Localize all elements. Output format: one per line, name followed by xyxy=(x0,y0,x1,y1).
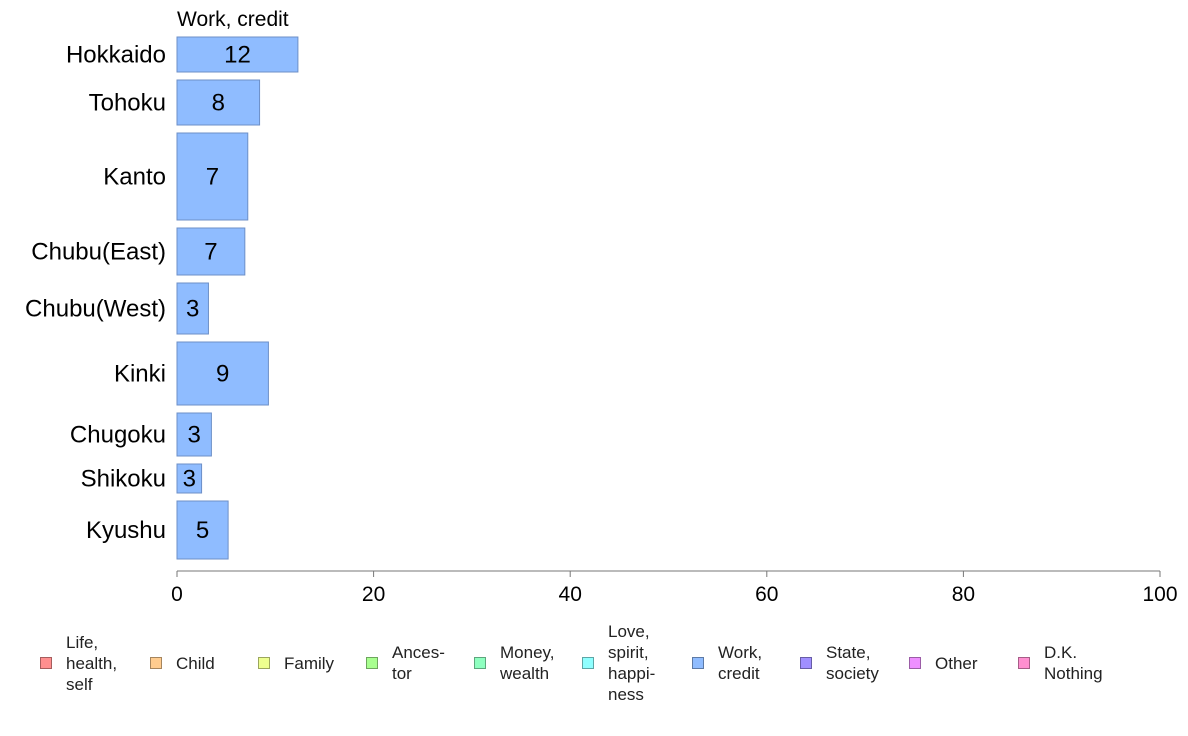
category-label: Chubu(West) xyxy=(25,296,166,323)
data-label: 7 xyxy=(206,164,219,191)
data-label: 7 xyxy=(204,239,217,266)
bar xyxy=(176,412,212,457)
data-label: 5 xyxy=(196,517,209,544)
data-label: 9 xyxy=(216,361,229,388)
series-title: Work, credit xyxy=(177,8,289,31)
category-label: Tohoku xyxy=(89,90,166,117)
category-label: Kanto xyxy=(103,164,166,191)
data-label: 8 xyxy=(212,90,225,117)
category-label: Shikoku xyxy=(81,466,166,493)
category-label: Hokkaido xyxy=(66,42,166,69)
bar xyxy=(176,227,246,276)
x-tick-label: 40 xyxy=(559,583,582,606)
x-tick-label: 100 xyxy=(1142,583,1177,606)
category-label: Kinki xyxy=(114,361,166,388)
x-tick-label: 20 xyxy=(362,583,385,606)
data-label: 3 xyxy=(183,466,196,493)
x-tick-label: 0 xyxy=(171,583,183,606)
bar xyxy=(176,463,203,494)
data-label: 12 xyxy=(224,42,251,69)
data-label: 3 xyxy=(186,296,199,323)
bar xyxy=(176,36,299,73)
bar xyxy=(176,341,269,406)
x-tick-label: 80 xyxy=(952,583,975,606)
category-label: Chubu(East) xyxy=(31,239,166,266)
data-label: 3 xyxy=(188,422,201,449)
bar xyxy=(176,132,249,221)
category-label: Kyushu xyxy=(86,517,166,544)
category-label: Chugoku xyxy=(70,422,166,449)
bar xyxy=(176,500,229,560)
x-tick-label: 60 xyxy=(755,583,778,606)
bar xyxy=(176,282,209,335)
bar xyxy=(176,79,261,126)
